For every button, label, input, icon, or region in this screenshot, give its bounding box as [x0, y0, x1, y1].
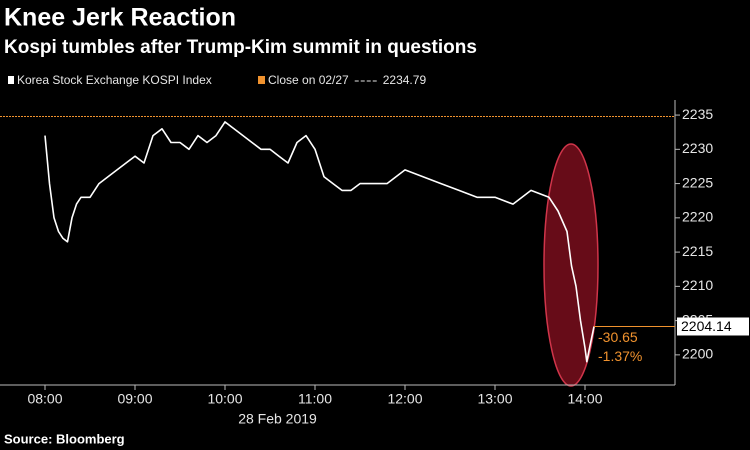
legend-swatch	[8, 76, 14, 84]
x-tick-label: 12:00	[387, 391, 422, 407]
legend-swatch	[258, 76, 265, 84]
x-tick-label: 13:00	[477, 391, 512, 407]
last-value-label: 2204.14	[681, 318, 732, 334]
chart-subtitle: Kospi tumbles after Trump-Kim summit in …	[4, 37, 477, 58]
x-tick-label: 09:00	[117, 391, 152, 407]
x-tick-label: 14:00	[567, 391, 602, 407]
y-tick-label: 2230	[682, 140, 713, 156]
x-tick-label: 10:00	[207, 391, 242, 407]
legend-value: 2234.79	[383, 73, 427, 87]
series-line	[44, 121, 595, 363]
y-tick-label: 2235	[682, 106, 713, 122]
x-tick-label: 08:00	[27, 391, 62, 407]
legend-label: Korea Stock Exchange KOSPI Index	[17, 73, 212, 87]
y-tick-label: 2220	[682, 209, 713, 225]
x-axis-label: 28 Feb 2019	[238, 411, 317, 427]
y-tick-label: 2225	[682, 174, 713, 190]
chart-title: Knee Jerk Reaction	[4, 4, 236, 32]
change-label: -30.65	[598, 329, 638, 345]
legend-label: Close on 02/27	[268, 73, 349, 87]
change-pct-label: -1.37%	[598, 348, 642, 364]
y-tick-label: 2210	[682, 277, 713, 293]
x-tick-label: 11:00	[298, 391, 332, 407]
last-value-box	[677, 317, 749, 336]
y-tick-label: 2200	[682, 346, 713, 362]
y-tick-label: 2215	[682, 243, 713, 259]
source: Source: Bloomberg	[4, 431, 125, 446]
